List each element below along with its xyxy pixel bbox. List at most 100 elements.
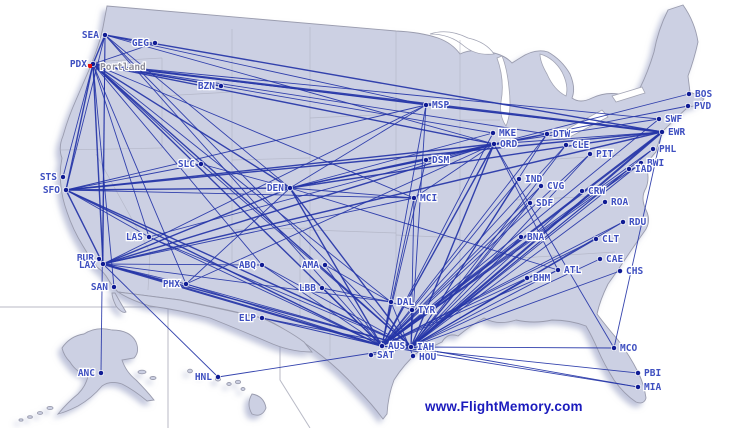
airport-dot-GEG — [152, 40, 158, 46]
route-PDX-MKE — [92, 63, 494, 134]
airport-dot-HOU — [410, 353, 416, 359]
airport-label-ATL: ATL — [564, 265, 581, 276]
airport-label-LAX: LAX — [79, 260, 96, 271]
route-PDX-EWR — [92, 62, 663, 134]
airport-label-IAH: IAH — [417, 342, 434, 353]
route-CLT-AUS — [381, 238, 597, 347]
route-PDX-MCI — [92, 63, 415, 199]
airport-label-SDF: SDF — [536, 198, 553, 209]
route-HNL-IAH — [217, 346, 412, 378]
airport-dot-AUS — [379, 343, 385, 349]
route-SEA-ORD — [104, 34, 495, 145]
airport-label-LBB: LBB — [299, 283, 316, 294]
route-SFO-LAS — [65, 189, 150, 238]
route-DSM-ORD — [425, 143, 495, 161]
route-LAX-ORD — [102, 143, 495, 265]
airport-label-SLC: SLC — [178, 159, 195, 170]
route-DEN-MKE — [289, 132, 494, 189]
route-BHM-IAH — [410, 277, 528, 348]
route-ATL-IAH — [410, 269, 559, 348]
lake-superior — [429, 31, 495, 55]
route-LAX-HNL — [102, 263, 219, 378]
airport-label-SAN: SAN — [91, 282, 108, 293]
airport-dot-DEN — [287, 185, 293, 191]
airport-dot-LAX — [100, 261, 106, 267]
route-BHM-AUS — [381, 277, 528, 347]
route-TYR-IAH — [410, 309, 413, 348]
route-PIT-IAH — [410, 153, 591, 348]
airport-dot-MKE — [490, 130, 496, 136]
airport-dot-DAL — [388, 299, 394, 305]
route-CLE-IAH — [410, 144, 567, 348]
airport-dot-CHS — [617, 268, 623, 274]
airport-dot-ELP — [259, 315, 265, 321]
routes-layer — [62, 34, 690, 388]
route-SFO-MSP — [65, 104, 427, 191]
airport-label-PHL: PHL — [659, 144, 676, 155]
airport-dot-RDU — [620, 219, 626, 225]
route-ELP-IAH — [261, 317, 412, 348]
airport-dot-SAN — [111, 284, 117, 290]
route-IAD-AUS — [381, 168, 630, 347]
airport-label-CHS: CHS — [626, 266, 643, 277]
airport-label-ANC: ANC — [78, 368, 95, 379]
airport-dot-SWF — [656, 116, 662, 122]
airport-dot-LAS — [146, 234, 152, 240]
route-BWI-IAH — [410, 162, 642, 348]
airport-label-DAL: DAL — [397, 297, 414, 308]
route-BNA-IAH — [410, 236, 522, 348]
airport-label-PIT: PIT — [596, 149, 613, 160]
lake-ontario — [611, 86, 646, 103]
route-SFO-SLC — [65, 163, 202, 191]
airport-dots-layer — [60, 32, 692, 390]
route-SEA-EWR — [104, 34, 663, 133]
route-MIA-IAH — [410, 346, 639, 388]
route-SEA-LAX — [102, 34, 106, 265]
route-SWF-AUS — [381, 118, 660, 347]
airport-label-BZN: BZN — [198, 81, 215, 92]
airport-dot-PBI — [635, 370, 641, 376]
lake-huron — [539, 53, 568, 97]
route-SFO-LAX — [65, 189, 104, 265]
lake-michigan — [496, 55, 511, 127]
airport-dot-SFO — [63, 187, 69, 193]
route-RDU-AUS — [381, 221, 624, 347]
route-AMA-AUS — [324, 264, 383, 347]
airport-label-ORD: ORD — [500, 139, 517, 150]
airport-dot-IND — [516, 176, 522, 182]
airport-dot-ORD — [491, 141, 497, 147]
airport-dot-BZN — [218, 83, 224, 89]
route-LAX-MCI — [102, 197, 415, 265]
route-ORD-PVD — [493, 105, 689, 145]
route-PDX-SEA — [92, 34, 106, 65]
airport-dot-ABQ — [259, 262, 265, 268]
airport-label-SEA: SEA — [82, 30, 99, 41]
airport-dot-AMA — [322, 262, 328, 268]
route-DEN-IAH — [289, 187, 412, 348]
route-ROA-IAH — [410, 201, 606, 348]
airport-dot-MIA — [635, 384, 641, 390]
airport-label-CRW: CRW — [588, 186, 605, 197]
route-PDX-SWF — [92, 63, 660, 120]
airport-dot-STS — [60, 174, 66, 180]
airport-label-DEN: DEN — [267, 183, 284, 194]
route-SFO-AUS — [65, 189, 383, 347]
airport-label-MCO: MCO — [620, 343, 637, 354]
route-PHX-DEN — [185, 187, 291, 285]
airport-label-CVG: CVG — [547, 181, 564, 192]
airport-label-IAD: IAD — [635, 164, 652, 175]
route-PHX-ORD — [185, 143, 495, 285]
aleutian-islands — [18, 369, 157, 422]
route-DEN-EWR — [289, 131, 663, 189]
route-LAX-MSP — [102, 104, 427, 265]
airport-dot-IAD — [626, 166, 632, 172]
route-PDX-LAS — [92, 63, 150, 238]
route-SDF-AUS — [381, 202, 531, 347]
route-ORD-BOS — [493, 93, 690, 145]
mexico-landmass — [117, 291, 313, 353]
airport-dot-CVG — [538, 183, 544, 189]
airport-label-MCI: MCI — [420, 193, 437, 204]
alaska-landmass — [56, 328, 155, 415]
route-PDX-LAX — [92, 63, 104, 265]
